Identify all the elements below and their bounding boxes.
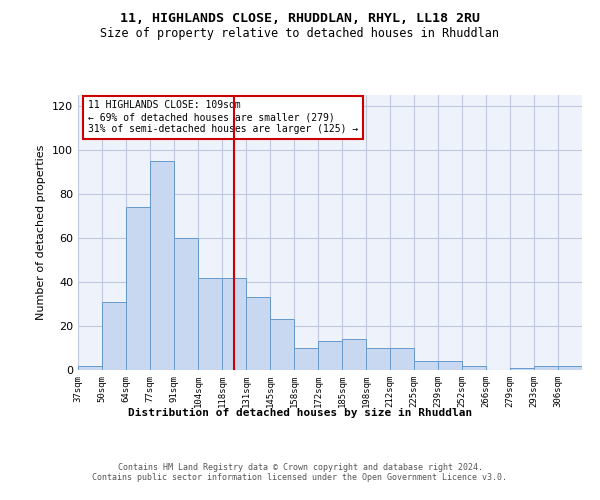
Bar — [558, 366, 582, 370]
Text: Distribution of detached houses by size in Rhuddlan: Distribution of detached houses by size … — [128, 408, 472, 418]
Y-axis label: Number of detached properties: Number of detached properties — [37, 145, 46, 320]
Bar — [462, 366, 486, 370]
Bar — [366, 348, 390, 370]
Bar — [150, 161, 174, 370]
Text: Contains HM Land Registry data © Crown copyright and database right 2024.
Contai: Contains HM Land Registry data © Crown c… — [92, 462, 508, 482]
Bar — [246, 298, 270, 370]
Bar — [390, 348, 414, 370]
Bar — [438, 361, 462, 370]
Bar — [198, 278, 222, 370]
Bar — [318, 342, 342, 370]
Bar — [294, 348, 318, 370]
Bar — [534, 366, 558, 370]
Bar — [222, 278, 246, 370]
Bar — [414, 361, 438, 370]
Bar — [270, 320, 294, 370]
Bar — [78, 366, 102, 370]
Bar — [126, 207, 150, 370]
Bar — [510, 368, 534, 370]
Text: Size of property relative to detached houses in Rhuddlan: Size of property relative to detached ho… — [101, 28, 499, 40]
Bar — [342, 339, 366, 370]
Bar — [174, 238, 198, 370]
Text: 11, HIGHLANDS CLOSE, RHUDDLAN, RHYL, LL18 2RU: 11, HIGHLANDS CLOSE, RHUDDLAN, RHYL, LL1… — [120, 12, 480, 26]
Text: 11 HIGHLANDS CLOSE: 109sqm
← 69% of detached houses are smaller (279)
31% of sem: 11 HIGHLANDS CLOSE: 109sqm ← 69% of deta… — [88, 100, 358, 134]
Bar — [102, 302, 126, 370]
